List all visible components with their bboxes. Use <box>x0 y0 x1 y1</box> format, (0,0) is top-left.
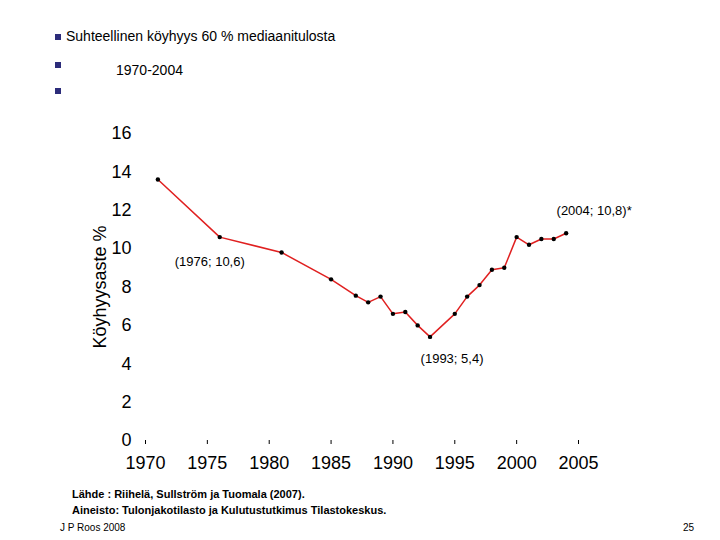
svg-text:1975: 1975 <box>187 453 227 473</box>
svg-text:(2004; 10,8)*: (2004; 10,8)* <box>557 203 632 218</box>
svg-text:2000: 2000 <box>497 453 537 473</box>
svg-text:2005: 2005 <box>558 453 598 473</box>
html-text:J P Roos 2008: J P Roos 2008 <box>60 522 126 533</box>
html-text:25: 25 <box>682 522 694 533</box>
svg-text:0: 0 <box>121 430 131 450</box>
svg-text:14: 14 <box>111 162 131 182</box>
svg-text:8: 8 <box>121 277 131 297</box>
svg-text:2: 2 <box>121 392 131 412</box>
html-text:1970-2004: 1970-2004 <box>116 62 183 78</box>
svg-text:10: 10 <box>111 238 131 258</box>
svg-text:1990: 1990 <box>373 453 413 473</box>
svg-text:1970: 1970 <box>125 453 165 473</box>
svg-text:12: 12 <box>111 200 131 220</box>
svg-text:1995: 1995 <box>435 453 475 473</box>
svg-text:(1976; 10,6): (1976; 10,6) <box>175 254 245 269</box>
svg-text:6: 6 <box>121 315 131 335</box>
svg-text:Köyhyysaste %: Köyhyysaste % <box>90 225 110 348</box>
svg-text:1985: 1985 <box>311 453 351 473</box>
svg-text:16: 16 <box>111 123 131 143</box>
html-text:Aineisto: Tulonjakotilasto ja: Aineisto: Tulonjakotilasto ja Kulutustut… <box>72 504 387 516</box>
svg-text:4: 4 <box>121 354 131 374</box>
html-text:Lähde : Riihelä, Sullström ja: Lähde : Riihelä, Sullström ja Tuomala (2… <box>72 488 305 500</box>
svg-text:(1993; 5,4): (1993; 5,4) <box>421 351 484 366</box>
svg-text:1980: 1980 <box>249 453 289 473</box>
html-text:Suhteellinen köyhyys 60 % medi: Suhteellinen köyhyys 60 % mediaanitulost… <box>66 28 336 44</box>
